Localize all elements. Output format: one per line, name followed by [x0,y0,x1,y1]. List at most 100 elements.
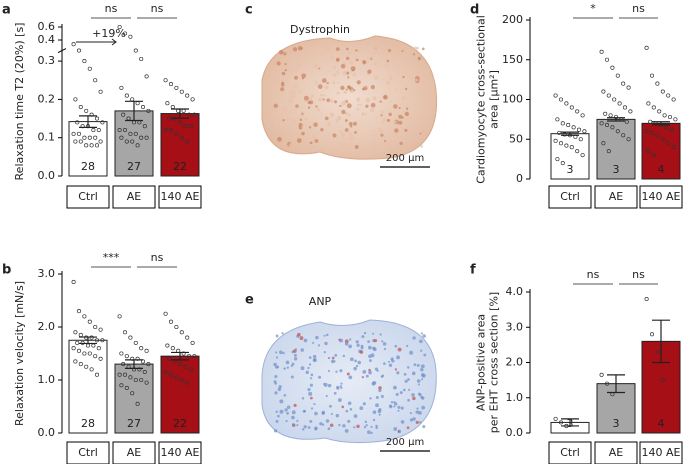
data-point [124,93,129,98]
nucleus [399,391,403,395]
data-point [569,145,574,150]
cell [350,66,356,72]
x-tick-label: 140 AE [642,446,681,459]
nucleus [335,413,340,418]
nucleus [353,414,358,418]
nucleus [309,377,313,380]
x-tick-label: Ctrl [78,190,98,203]
significance-label: ns [587,268,600,281]
data-point [599,121,604,126]
nucleus [422,425,426,429]
data-point [139,346,144,351]
nucleus [409,350,414,355]
nucleus [337,398,342,403]
cell [388,76,393,81]
significance-label: ns [632,268,645,281]
data-point [582,129,587,134]
x-tick-label: Ctrl [560,190,580,203]
significance-label: *** [103,251,120,264]
cell [402,127,406,130]
cell [357,103,360,106]
nucleus [339,385,342,388]
nucleus [364,420,368,424]
nucleus [302,428,305,431]
nucleus [335,370,338,373]
panel-letter: f [470,263,476,278]
cell [309,141,313,145]
data-point [566,122,571,127]
nucleus [418,393,422,397]
cell [412,53,416,56]
y-tick-label: 1.0 [38,373,56,386]
cell [324,116,329,121]
data-point [87,135,92,140]
data-point [121,112,126,117]
nucleus [321,423,325,426]
data-point [71,346,76,351]
cell [401,50,404,53]
y-tick-label: 0.0 [506,426,524,439]
nucleus [285,360,290,365]
nucleus [302,409,306,413]
nucleus [312,341,315,344]
data-point [177,362,183,367]
data-point [71,42,76,47]
nucleus [370,431,373,435]
nucleus [416,407,419,410]
nucleus [406,366,410,369]
nucleus [363,331,367,335]
cell [307,100,312,105]
nucleus [312,358,317,363]
nucleus [318,375,322,379]
data-point [89,367,94,372]
data-point [73,359,78,364]
nucleus [325,394,328,398]
data-point [165,343,170,348]
cell [288,91,293,96]
nucleus [378,413,381,416]
data-point [163,369,168,375]
data-point [649,73,655,78]
cell [283,52,287,56]
data-point [622,105,628,110]
nucleus [300,348,305,352]
data-point [78,105,83,110]
cell [405,107,409,110]
annotation-arrow [76,38,117,46]
data-point [119,135,124,140]
nucleus [296,419,299,422]
nucleus [340,382,343,385]
cell [324,85,329,90]
cell [380,133,384,137]
error-bar [171,351,189,361]
nucleus [408,388,411,391]
nucleus [341,405,345,409]
cell [287,67,292,72]
cell [313,140,316,144]
nucleus [309,419,313,423]
cell [318,97,323,102]
nucleus [300,366,305,371]
nucleus [396,371,400,375]
cell [285,117,290,122]
cell [404,87,408,91]
data-point [167,356,172,361]
cell [402,75,405,79]
data-point [580,113,585,118]
nucleus [297,332,301,337]
nucleus [383,347,387,351]
x-tick-label: AE [609,190,624,203]
data-point [78,332,83,338]
nucleus [372,332,375,335]
data-point [669,127,674,132]
error-bar [607,117,625,122]
data-point [130,391,135,396]
nucleus [420,332,423,335]
cell [407,49,410,53]
nucleus [277,387,282,392]
x-tick-label: AE [609,446,624,459]
data-point [124,385,129,391]
cell [348,121,353,126]
cell [318,146,321,149]
cell [320,93,323,97]
